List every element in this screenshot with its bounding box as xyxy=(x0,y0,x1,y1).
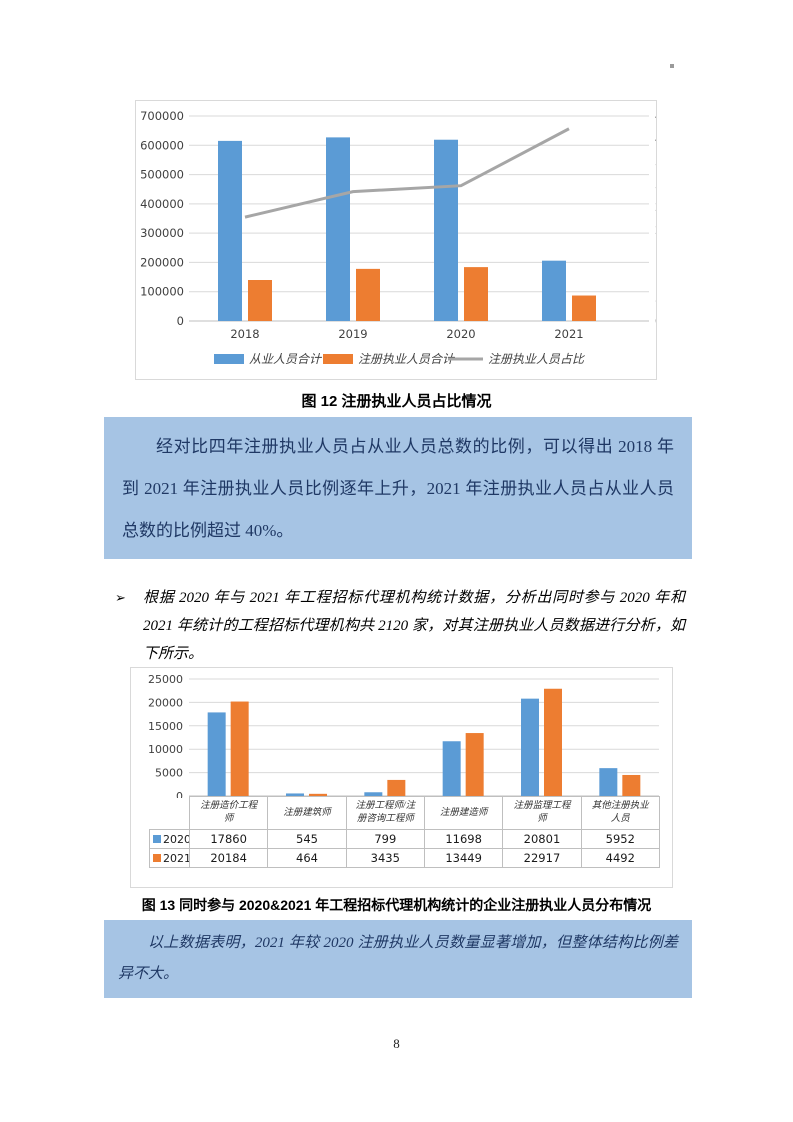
highlight-paragraph-1: 经对比四年注册执业人员占从业人员总数的比例，可以得出 2018 年到 2021 … xyxy=(104,417,692,559)
legend-swatch xyxy=(214,354,244,364)
table-value-cell: 799 xyxy=(345,829,425,849)
figure-12-chart: 0 100000 200000 300000 400000 500000 600000 700… xyxy=(135,100,681,380)
table-value-cell: 545 xyxy=(267,829,347,849)
right-axis-tick: 40% xyxy=(655,132,656,146)
y-axis-tick: 25000 xyxy=(148,673,183,686)
legend-square-icon xyxy=(153,853,161,862)
figure-13-caption: 图 13 同时参与 2020&2021 年工程招标代理机构统计的企业注册执业人员… xyxy=(141,897,652,913)
table-corner-cell xyxy=(149,796,190,830)
x-axis-label: 2019 xyxy=(338,327,367,341)
x-axis-label: 2018 xyxy=(230,327,259,341)
table-value-cell: 17860 xyxy=(188,829,269,849)
bar-2021 xyxy=(309,793,327,796)
legend-label: 从业人员合计 xyxy=(249,352,323,366)
right-axis-tick: 30% xyxy=(655,177,656,191)
left-axis-tick: 300000 xyxy=(140,226,184,240)
y-axis-tick: 20000 xyxy=(148,696,183,709)
bullet-text: 根据 2020 年与 2021 年工程招标代理机构统计数据，分析出同时参与 20… xyxy=(143,590,685,662)
percentage-line xyxy=(244,127,570,219)
bullet-marker: ➢ xyxy=(115,590,126,605)
legend-label: 注册执业人员占比 xyxy=(488,352,585,366)
bar-2021 xyxy=(465,733,484,796)
bar-2020 xyxy=(207,712,226,796)
figure-13-chart: 0 5000 10000 15000 20000 25000 注册造价工程师 注册建筑师 注册… xyxy=(130,667,673,888)
table-category-header: 注册造价工程师 xyxy=(188,796,269,830)
right-axis-tick: 45% xyxy=(655,109,656,123)
y-axis-tick: 10000 xyxy=(148,743,183,756)
table-category-header: 注册建筑师 xyxy=(267,796,347,830)
bar-2021 xyxy=(622,774,641,796)
left-axis-tick: 600000 xyxy=(140,138,184,152)
table-category-header: 注册工程师/注册咨询工程师 xyxy=(345,796,425,830)
page-number: 8 xyxy=(393,1036,400,1051)
right-axis-tick: 20% xyxy=(655,223,656,237)
bar-2020 xyxy=(521,698,539,796)
table-value-cell: 3435 xyxy=(345,848,425,868)
bar-注册执业人员合计 xyxy=(464,267,488,321)
table-value-cell: 5952 xyxy=(580,829,660,849)
right-axis-tick: 5% xyxy=(655,291,656,305)
bar-从业人员合计 xyxy=(326,137,350,321)
bar-2020 xyxy=(286,793,304,796)
bar-2020 xyxy=(442,741,461,796)
table-category-header: 注册建造师 xyxy=(423,796,504,830)
right-axis-tick: 0% xyxy=(655,314,656,328)
y-axis-tick: 15000 xyxy=(148,720,183,733)
left-axis-tick: 200000 xyxy=(140,255,184,269)
left-axis-tick: 400000 xyxy=(140,197,184,211)
left-axis-tick: 700000 xyxy=(140,109,184,123)
table-value-cell: 20184 xyxy=(188,848,269,868)
bar-注册执业人员合计 xyxy=(248,280,272,321)
x-axis-label: 2020 xyxy=(446,327,475,341)
bar-从业人员合计 xyxy=(218,140,242,321)
left-axis-tick: 100000 xyxy=(140,285,184,299)
legend-label: 注册执业人员合计 xyxy=(358,352,456,366)
figure-13-data-table: 注册造价工程师 注册建筑师 注册工程师/注册咨询工程师 注册建造师 注册监理工程师 其他注… xyxy=(149,796,660,868)
table-value-cell: 11698 xyxy=(423,829,504,849)
bar-注册执业人员合计 xyxy=(572,295,596,321)
right-axis-tick: 15% xyxy=(655,246,656,260)
table-value-cell: 13449 xyxy=(423,848,504,868)
bar-2021 xyxy=(230,701,249,796)
x-axis-label: 2021 xyxy=(554,327,583,341)
bar-2021 xyxy=(544,688,562,796)
bar-2020 xyxy=(599,768,618,796)
table-series-legend: 2020 xyxy=(149,829,190,849)
highlight-paragraph-2: 以上数据表明，2021 年较 2020 注册执业人员数量显著增加，但整体结构比例… xyxy=(104,920,692,998)
table-value-cell: 22917 xyxy=(502,848,582,868)
figure-12-chart-canvas: 0 100000 200000 300000 400000 500000 600000 700… xyxy=(140,109,681,366)
speck-artifact xyxy=(670,64,674,68)
table-value-cell: 20801 xyxy=(502,829,582,849)
bar-从业人员合计 xyxy=(542,260,566,321)
table-value-cell: 464 xyxy=(267,848,347,868)
table-category-header: 注册监理工程师 xyxy=(502,796,582,830)
y-axis-tick: 5000 xyxy=(155,767,183,780)
bar-2021 xyxy=(387,779,406,796)
left-axis-tick: 0 xyxy=(177,314,184,328)
legend-square-icon xyxy=(153,834,161,843)
table-series-legend: 2021 xyxy=(149,848,190,868)
bar-注册执业人员合计 xyxy=(356,268,380,321)
right-axis-tick: 35% xyxy=(655,155,656,169)
bar-2020 xyxy=(364,792,383,796)
right-axis-tick: 25% xyxy=(655,200,656,214)
table-category-header: 其他注册执业人员 xyxy=(580,796,660,830)
table-value-cell: 4492 xyxy=(580,848,660,868)
right-axis-tick: 10% xyxy=(655,268,656,282)
bar-从业人员合计 xyxy=(434,139,458,321)
bullet-paragraph: ➢ 根据 2020 年与 2021 年工程招标代理机构统计数据，分析出同时参与 … xyxy=(115,584,685,668)
left-axis-tick: 500000 xyxy=(140,168,184,182)
legend-swatch xyxy=(323,354,353,364)
figure-12-caption: 图 12 注册执业人员占比情况 xyxy=(301,393,492,410)
